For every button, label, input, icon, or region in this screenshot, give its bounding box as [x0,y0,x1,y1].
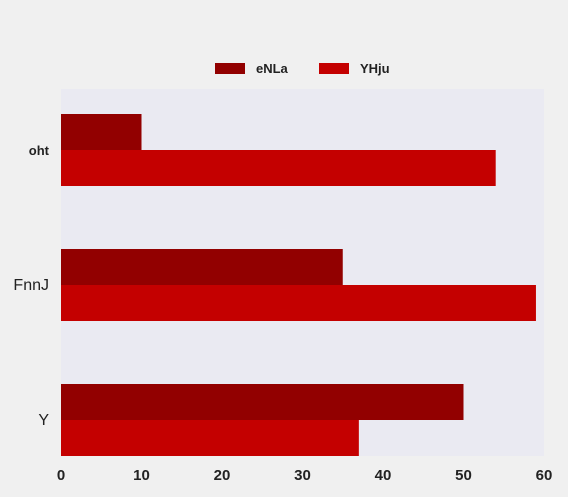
bar-eNLa-Y [61,384,464,420]
y-tick-label: FnnJ [13,277,49,294]
x-tick-label: 40 [375,467,392,484]
x-tick-label: 60 [536,467,553,484]
x-tick-label: 50 [455,467,472,484]
y-tick-label: Y [38,412,49,429]
legend-swatch-YHju [319,63,349,74]
legend: eNLa YHju [215,61,390,76]
x-tick-labels: 0 10 20 30 40 50 60 [57,467,553,484]
x-tick-label: 0 [57,467,65,484]
legend-swatch-eNLa [215,63,245,74]
x-tick-label: 30 [294,467,311,484]
bar-YHju-oht [61,150,496,186]
legend-label-YHju: YHju [360,61,390,76]
bar-YHju-Y [61,420,359,456]
bar-YHju-FnnJ [61,285,536,321]
x-tick-label: 10 [133,467,150,484]
x-tick-label: 20 [214,467,231,484]
legend-label-eNLa: eNLa [256,61,289,76]
y-tick-labels: oht FnnJ Y [13,143,49,429]
bar-eNLa-oht [61,114,142,150]
y-tick-label: oht [29,143,50,158]
bar-eNLa-FnnJ [61,249,343,285]
bars-group [61,114,536,456]
